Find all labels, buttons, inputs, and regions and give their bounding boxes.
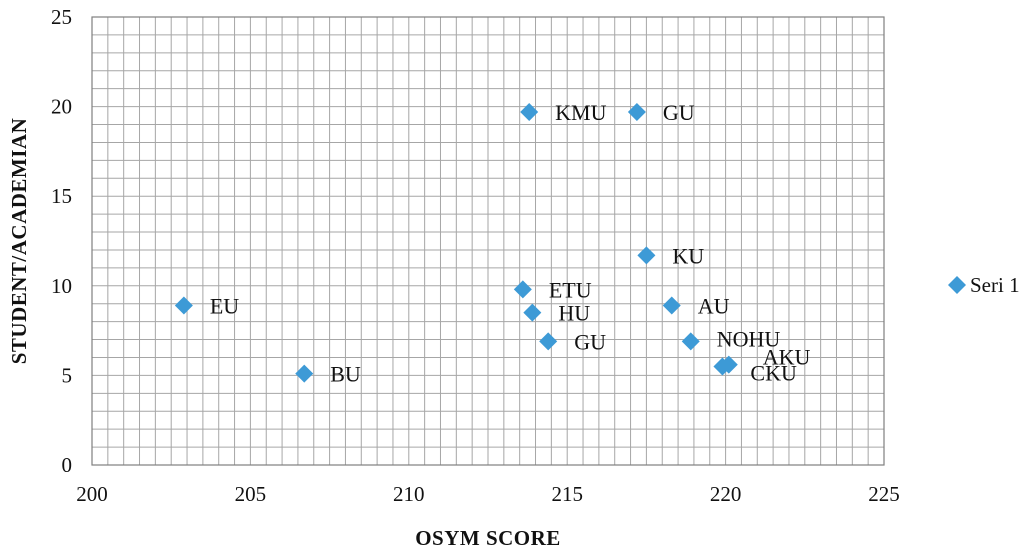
plot-border — [91, 16, 885, 466]
data-point-marker — [637, 246, 656, 265]
data-point-label: CKU — [750, 360, 797, 385]
data-point-marker — [513, 280, 532, 299]
y-tick-label: 10 — [51, 274, 72, 298]
plot-frame — [91, 16, 885, 466]
data-point-marker — [520, 102, 539, 121]
legend: Seri 1 — [948, 273, 1020, 297]
x-tick-label: 210 — [393, 482, 425, 506]
data-point-marker — [295, 364, 314, 383]
x-tick-label: 220 — [710, 482, 742, 506]
legend-label: Seri 1 — [970, 273, 1020, 297]
data-point-marker — [713, 357, 732, 376]
data-point-label: ETU — [549, 277, 592, 302]
y-tick-label: 0 — [62, 453, 73, 477]
data-point-label: HU — [558, 301, 590, 326]
data-point-marker — [523, 303, 542, 322]
legend-marker — [948, 276, 966, 294]
y-axis-title: STUDENT/ACADEMIAN — [7, 118, 31, 365]
data-points — [174, 102, 738, 383]
data-point-label: GU — [663, 100, 695, 125]
data-point-label: AU — [698, 294, 730, 319]
x-axis-title: OSYM SCORE — [415, 526, 561, 549]
data-point-label: GU — [574, 329, 606, 354]
data-point-label: EU — [210, 294, 239, 319]
y-tick-label: 15 — [51, 184, 72, 208]
y-tick-label: 5 — [62, 363, 73, 387]
data-point-label: AKU — [763, 345, 811, 370]
y-tick-label: 25 — [51, 5, 72, 29]
tick-labels: 200 205 210 215 220 225 0 5 10 15 20 25 — [51, 5, 900, 506]
grid-lines — [92, 17, 884, 465]
data-point-label: KMU — [555, 100, 606, 125]
data-point-marker — [174, 296, 193, 315]
x-tick-label: 225 — [868, 482, 900, 506]
y-tick-label: 20 — [51, 95, 72, 119]
data-point-marker — [662, 296, 681, 315]
data-point-label: NOHU — [717, 326, 781, 351]
x-tick-label: 200 — [76, 482, 108, 506]
data-point-label: KU — [672, 243, 704, 268]
x-tick-label: 205 — [235, 482, 267, 506]
data-point-label: BU — [330, 362, 361, 387]
data-point-marker — [539, 332, 558, 351]
x-tick-label: 215 — [551, 482, 583, 506]
data-point-marker — [681, 332, 700, 351]
data-point-marker — [627, 102, 646, 121]
